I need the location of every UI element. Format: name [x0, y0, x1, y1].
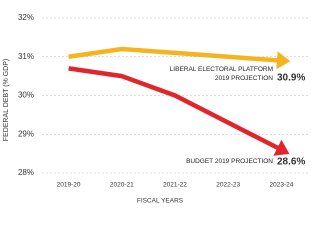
- y-tick-label: 28%: [18, 168, 34, 177]
- series-label: LIBERAL ELECTORAL PLATFORM 2019 PROJECTI…: [169, 66, 273, 82]
- line: [68, 66, 290, 156]
- value-label: 28.6%: [277, 157, 305, 168]
- chart: FEDERAL DEBT (% GDP) FISCAL YEARS 28% 29%…: [3, 13, 308, 205]
- x-tick-label: 2023-24: [269, 182, 293, 189]
- y-axis-title: FEDERAL DEBT (% GDP): [3, 59, 10, 141]
- chart-svg: FEDERAL DEBT (% GDP) FISCAL YEARS 28% 29%…: [3, 13, 308, 205]
- y-tick-label: 30%: [18, 91, 34, 100]
- y-tick-label: 31%: [18, 52, 34, 61]
- x-tick-label: 2020-21: [110, 182, 134, 189]
- x-tick-label: 2019-20: [57, 182, 81, 189]
- x-tick-label: 2022-23: [216, 182, 240, 189]
- line: [68, 46, 291, 70]
- series-label: BUDGET 2019 PROJECTION: [186, 158, 273, 165]
- y-tick-label: 29%: [18, 129, 34, 138]
- x-axis-title: FISCAL YEARS: [137, 198, 184, 205]
- x-tick-label: 2021-22: [163, 182, 187, 189]
- value-label: 30.9%: [277, 73, 305, 84]
- y-tick-label: 32%: [18, 13, 34, 22]
